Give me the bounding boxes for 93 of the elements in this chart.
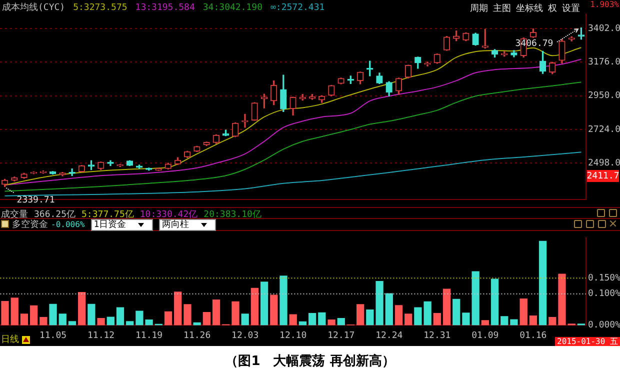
x-tick-label: 11.19 [136,330,163,341]
y-tick-label: 0.100% [588,289,620,300]
text: 10:330.42亿 [140,210,198,220]
x-tick-label: 11.26 [184,330,211,341]
bar [58,314,66,326]
bar [174,292,182,326]
bar [126,321,134,326]
bar [270,294,278,326]
y-tick-label: 0.150% [588,274,620,284]
bar [289,314,297,326]
annotation: 2411.7 [586,171,620,182]
bar [481,320,489,326]
x-tick-label: 12.03 [232,330,259,341]
text: 2015-01-30 五 [555,337,620,346]
bar [116,307,124,326]
bar [20,314,28,326]
x-tick-label: 01.09 [472,330,499,341]
chart-title: 成本均线(CYC) [2,3,66,13]
bar [490,278,499,326]
x-tick-label: 12.31 [424,330,451,341]
text: 13:3195.584 [135,3,195,13]
text: （图1 大幅震荡 再创新高） [224,352,396,370]
x-tick-label: 12.10 [280,330,307,341]
chart-title: 多空资金 [12,220,48,230]
bar [10,298,18,326]
y-tick-label: 3176.0 [588,58,620,68]
bar [40,317,48,326]
bar [1,301,9,326]
bar [298,321,307,326]
bar [548,317,556,326]
bar [30,305,38,326]
bar [385,293,393,326]
text: 日线 [1,334,19,346]
text: 34:3042.190 [202,3,262,13]
text: 5:3273.575 [73,3,128,13]
bar [212,299,220,326]
bar [78,292,86,326]
x-tick-label: 11.05 [39,330,67,341]
bar [49,304,57,326]
bar [260,282,268,326]
x-tick-label: 12.24 [376,330,403,341]
text: 设置 [562,4,580,14]
bar [337,318,345,326]
bar [356,304,364,326]
line-series [4,82,582,192]
text: ∞:2572.431 [270,3,325,13]
bar [538,240,547,326]
bar [404,314,412,326]
text: 两向柱 [159,219,216,231]
bar [202,312,210,326]
bar [88,304,96,326]
bar [558,274,566,326]
bar [318,312,326,326]
annotation: 2339.71 [16,196,55,206]
bar [97,318,105,326]
bar [510,319,518,326]
text: 周期 [470,4,488,14]
bar [394,305,403,326]
bar [328,320,336,326]
x-tick-label: 12.17 [328,330,355,341]
y-tick-label: 2498.0 [588,158,620,168]
bar [241,314,249,326]
bar [308,312,316,326]
text: 20:383.10亿 [204,210,262,220]
bar [452,298,460,326]
bar [106,316,114,326]
bar [500,316,508,326]
y-tick-label: 2724.0 [588,124,620,135]
bar [280,276,288,326]
bar [442,288,451,326]
bar [520,298,528,326]
text: -0.006% [51,220,85,229]
bar [529,315,538,326]
x-tick-label: 11.12 [87,330,115,341]
text: 5:377.75亿 [82,210,134,220]
bar [433,312,441,326]
bar [193,322,201,326]
bar [68,321,76,326]
bar [250,288,259,326]
text: 1.903% [590,0,619,9]
y-tick-label: 0.000% [588,320,620,331]
text: 坐标线 [516,4,543,14]
bar [232,301,240,326]
y-tick-label: 3402.0 [588,24,620,34]
text: 权 [548,4,557,14]
line-series [4,152,582,196]
text: 1日资金 [90,219,154,231]
bar [164,311,172,326]
text: 主图 [493,4,511,14]
text: 366.25亿 [34,210,76,220]
y-tick-label: 2950.0 [588,91,620,102]
x-tick-label: 01.16 [520,330,547,341]
bar [184,304,192,326]
